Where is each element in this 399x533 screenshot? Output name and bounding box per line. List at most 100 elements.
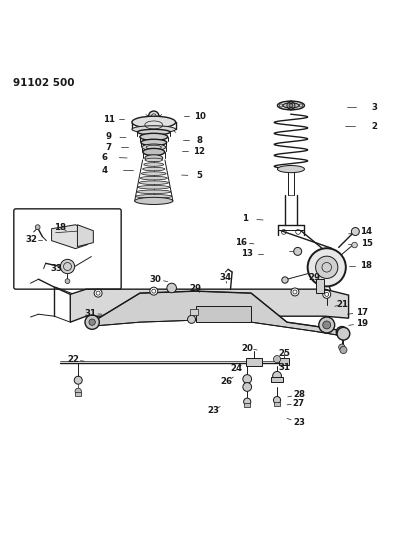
Circle shape (74, 376, 82, 384)
Circle shape (273, 356, 280, 363)
Circle shape (75, 388, 81, 394)
Text: 24: 24 (230, 364, 242, 373)
Text: 14: 14 (360, 228, 373, 237)
Text: 26: 26 (221, 377, 233, 386)
Ellipse shape (140, 133, 168, 141)
Circle shape (273, 397, 280, 403)
Ellipse shape (135, 197, 173, 205)
Text: 2: 2 (371, 122, 377, 131)
Text: 28: 28 (293, 390, 305, 399)
Text: 16: 16 (235, 238, 247, 247)
Bar (190, 309, 198, 316)
Bar (316, 279, 324, 293)
Text: 31: 31 (278, 364, 290, 373)
Bar (274, 402, 280, 406)
Text: 91102 500: 91102 500 (13, 78, 74, 87)
Text: 18: 18 (54, 223, 66, 232)
Bar (279, 358, 289, 365)
Text: 7: 7 (106, 143, 112, 152)
Text: 30: 30 (150, 274, 162, 284)
Ellipse shape (140, 176, 167, 180)
Circle shape (273, 372, 281, 380)
Bar (247, 358, 261, 366)
Bar (245, 403, 250, 407)
Text: 10: 10 (194, 112, 205, 120)
Circle shape (65, 279, 70, 284)
Text: 8: 8 (196, 135, 203, 144)
Text: 34: 34 (219, 273, 231, 282)
Circle shape (243, 375, 252, 383)
Text: 6: 6 (102, 152, 108, 161)
Circle shape (319, 317, 335, 333)
Bar (196, 306, 251, 322)
Circle shape (244, 398, 251, 405)
Ellipse shape (137, 190, 171, 193)
Bar (75, 392, 81, 395)
Ellipse shape (143, 148, 165, 156)
Text: 29: 29 (190, 284, 201, 293)
Circle shape (89, 319, 95, 325)
Ellipse shape (145, 155, 163, 161)
Text: 25: 25 (278, 350, 290, 359)
Ellipse shape (138, 130, 170, 135)
Polygon shape (70, 289, 349, 322)
Polygon shape (92, 291, 344, 336)
Ellipse shape (141, 139, 167, 146)
Circle shape (352, 228, 359, 236)
Text: 29: 29 (309, 273, 321, 282)
Circle shape (291, 288, 299, 296)
Circle shape (188, 316, 196, 324)
Ellipse shape (138, 185, 170, 189)
Circle shape (167, 283, 176, 293)
Circle shape (352, 242, 358, 248)
Circle shape (35, 225, 40, 230)
Text: 18: 18 (361, 261, 373, 270)
Circle shape (308, 248, 346, 286)
Ellipse shape (139, 181, 168, 184)
Circle shape (339, 344, 345, 350)
Circle shape (323, 290, 331, 298)
Text: 23: 23 (293, 418, 305, 427)
Ellipse shape (283, 103, 299, 108)
Ellipse shape (142, 144, 166, 150)
Ellipse shape (132, 116, 176, 128)
Circle shape (294, 247, 302, 255)
Ellipse shape (145, 158, 162, 161)
Text: 17: 17 (356, 308, 369, 317)
Bar (271, 377, 283, 382)
Circle shape (243, 383, 252, 391)
Circle shape (340, 346, 347, 353)
Text: 13: 13 (241, 249, 253, 259)
Text: 31: 31 (84, 309, 96, 318)
Circle shape (85, 315, 99, 329)
Text: 32: 32 (26, 236, 38, 244)
Text: 12: 12 (194, 147, 205, 156)
Text: 5: 5 (197, 171, 202, 180)
Ellipse shape (142, 167, 165, 171)
Text: 15: 15 (361, 239, 372, 248)
Circle shape (150, 287, 158, 295)
Ellipse shape (144, 163, 164, 166)
Circle shape (337, 327, 350, 340)
Polygon shape (77, 225, 93, 247)
Text: 21: 21 (337, 300, 349, 309)
Ellipse shape (142, 172, 166, 175)
Text: 33: 33 (50, 264, 62, 273)
Text: 20: 20 (241, 343, 253, 352)
Ellipse shape (136, 195, 172, 198)
Circle shape (323, 321, 331, 329)
Ellipse shape (132, 126, 176, 133)
Ellipse shape (277, 101, 304, 110)
Text: 22: 22 (67, 356, 79, 365)
Polygon shape (51, 225, 91, 248)
Circle shape (148, 111, 159, 122)
Ellipse shape (277, 166, 304, 173)
Circle shape (60, 260, 75, 273)
Circle shape (94, 289, 102, 297)
Text: 3: 3 (371, 103, 377, 112)
Circle shape (336, 327, 348, 338)
Text: 4: 4 (102, 166, 108, 175)
Text: 27: 27 (293, 399, 305, 408)
Circle shape (316, 256, 338, 278)
Circle shape (289, 103, 293, 108)
